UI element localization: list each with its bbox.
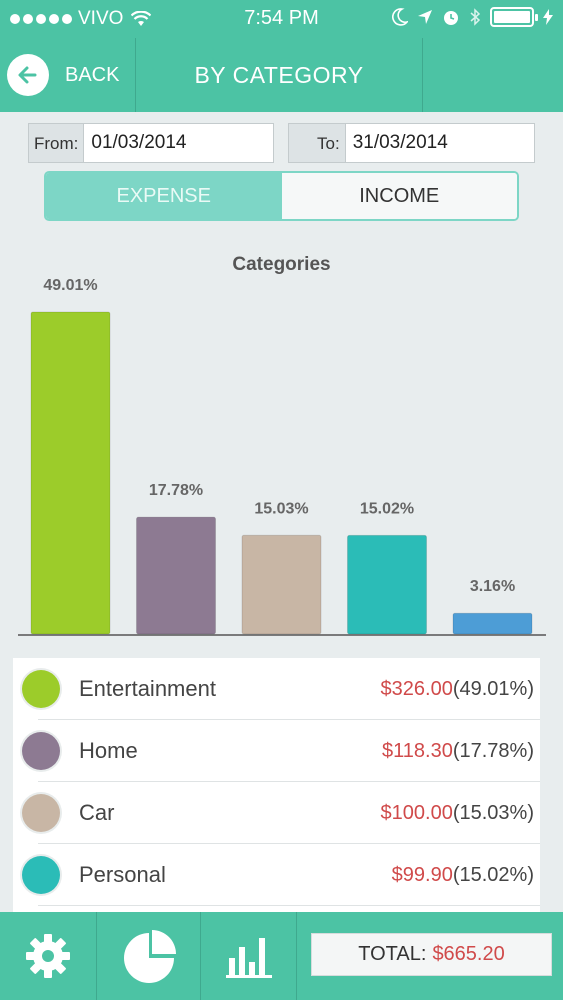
category-name: Entertainment bbox=[79, 676, 216, 701]
category-percent: (15.02%) bbox=[452, 863, 534, 886]
bar-label-car: 15.03% bbox=[254, 500, 308, 517]
pie-chart-icon bbox=[123, 930, 176, 983]
battery-icon bbox=[490, 7, 538, 27]
bar-label-personal: 15.02% bbox=[360, 500, 414, 517]
from-label: From: bbox=[29, 124, 85, 162]
list-item[interactable]: Car $100.00 (15.03%) bbox=[13, 782, 540, 844]
charging-icon bbox=[543, 9, 553, 25]
location-icon bbox=[418, 10, 432, 24]
type-segmented-control: EXPENSE INCOME bbox=[44, 171, 519, 221]
status-icons bbox=[392, 7, 553, 27]
chart-title: Categories bbox=[232, 254, 331, 275]
bar-other bbox=[452, 612, 533, 635]
bar-car bbox=[241, 534, 322, 635]
bar-chart-button[interactable] bbox=[201, 912, 297, 1000]
category-name: Home bbox=[79, 738, 138, 763]
bar-label-home: 17.78% bbox=[149, 482, 203, 499]
list-item[interactable]: Home $118.30 (17.78%) bbox=[13, 720, 540, 782]
status-bar: VIVO 7:54 PM bbox=[0, 0, 563, 38]
category-color-dot bbox=[22, 794, 60, 832]
bar-home bbox=[136, 516, 216, 635]
from-date-value: 01/03/2014 bbox=[91, 132, 187, 153]
bluetooth-icon bbox=[470, 8, 481, 26]
category-bar-chart: 49.01% 17.78% 15.03% 15.02% 3.16% bbox=[18, 277, 546, 636]
category-percent: (49.01%) bbox=[452, 677, 534, 700]
total-value: $665.20 bbox=[432, 943, 505, 965]
list-item[interactable]: Entertainment $326.00 (49.01%) bbox=[13, 658, 540, 720]
income-tab[interactable]: INCOME bbox=[281, 173, 517, 219]
status-time: 7:54 PM bbox=[244, 7, 319, 29]
bar-label-entertainment: 49.01% bbox=[43, 277, 97, 294]
back-label: BACK bbox=[65, 63, 120, 86]
category-name: Personal bbox=[79, 862, 166, 887]
total-display: TOTAL: $665.20 bbox=[311, 933, 552, 976]
alarm-icon bbox=[444, 11, 458, 25]
category-color-dot bbox=[22, 732, 60, 770]
expense-tab[interactable]: EXPENSE bbox=[46, 173, 282, 219]
nav-right-slot bbox=[422, 38, 563, 112]
moon-icon bbox=[392, 8, 408, 26]
nav-bar: BACK BY CATEGORY bbox=[0, 38, 563, 112]
bar-label-other: 3.16% bbox=[470, 578, 515, 595]
from-date-field[interactable]: From: 01/03/2014 bbox=[28, 123, 274, 163]
signal-icon bbox=[10, 14, 72, 24]
back-arrow-icon bbox=[7, 54, 49, 96]
to-label: To: bbox=[289, 124, 346, 162]
carrier-info: VIVO bbox=[10, 8, 152, 30]
category-percent: (15.03%) bbox=[452, 801, 534, 824]
category-color-dot bbox=[22, 670, 60, 708]
bottom-toolbar: TOTAL: $665.20 bbox=[0, 912, 563, 1000]
to-date-field[interactable]: To: 31/03/2014 bbox=[288, 123, 535, 163]
category-percent: (17.78%) bbox=[452, 739, 534, 762]
category-color-dot bbox=[22, 856, 60, 894]
page-title: BY CATEGORY bbox=[194, 62, 364, 88]
category-name: Car bbox=[79, 800, 115, 825]
category-amount: $326.00 bbox=[380, 677, 453, 700]
category-amount: $118.30 bbox=[382, 739, 453, 762]
bar-entertainment bbox=[30, 311, 111, 635]
bar-chart-icon bbox=[225, 938, 272, 978]
pie-chart-button[interactable] bbox=[97, 912, 201, 1000]
carrier-name: VIVO bbox=[78, 8, 124, 29]
bar-personal bbox=[347, 534, 427, 635]
to-date-value: 31/03/2014 bbox=[352, 132, 448, 153]
category-amount: $100.00 bbox=[380, 801, 453, 824]
list-item[interactable]: Personal $99.90 (15.02%) bbox=[13, 844, 540, 906]
back-button[interactable]: BACK bbox=[0, 38, 136, 112]
gear-icon bbox=[26, 934, 70, 978]
settings-button[interactable] bbox=[0, 912, 97, 1000]
category-amount: $99.90 bbox=[391, 863, 453, 886]
total-label: TOTAL: bbox=[358, 943, 427, 965]
category-list: Entertainment $326.00 (49.01%) Home $118.30(… bbox=[13, 658, 540, 912]
wifi-icon bbox=[131, 11, 152, 26]
